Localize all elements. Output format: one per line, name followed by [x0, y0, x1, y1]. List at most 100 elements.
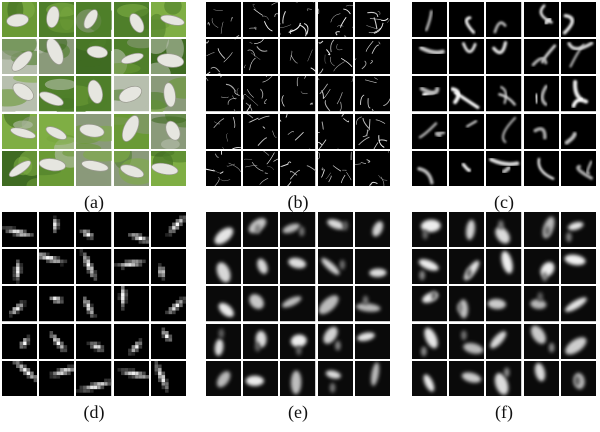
panel-f-tile-17	[449, 323, 485, 359]
panel-b-tile-image	[354, 113, 390, 149]
panel-c-tile-image	[449, 2, 485, 38]
panel-d-tile-image	[39, 212, 75, 248]
panel-f-label: (f)	[495, 402, 513, 422]
panel-f-tile-image	[486, 212, 522, 248]
panel-f-tile-23	[486, 360, 522, 396]
panel-e-tile-image	[243, 212, 279, 248]
panel-e-tile-image	[354, 249, 390, 285]
panel-b-tile-14	[317, 76, 353, 112]
panel-e-tile-12	[243, 286, 279, 322]
panel-e-tile-9	[317, 249, 353, 285]
panel-c-tile-image	[523, 150, 559, 186]
panel-d-tile-25	[150, 360, 186, 396]
panel-e-tile-image	[280, 249, 316, 285]
panel-d-tile-1	[2, 212, 38, 248]
panel-b-tile-20	[354, 113, 390, 149]
panel-e-tile-image	[243, 323, 279, 359]
panel-c-tile-19	[523, 113, 559, 149]
panel-e-tile-1	[206, 212, 242, 248]
panel-c-tile-10	[560, 39, 596, 75]
panel-a-tile-image	[39, 39, 75, 75]
panel-e-tile-image	[243, 286, 279, 322]
panel-f-tile-7	[449, 249, 485, 285]
panel-c-tile-image	[449, 39, 485, 75]
panel-a-tile-10	[150, 39, 186, 75]
panel-d-tile-image	[76, 249, 112, 285]
panel-a-tile-6	[2, 39, 38, 75]
panel-f-tile-25	[560, 360, 596, 396]
panel-c-tile-22	[449, 150, 485, 186]
panel-c-tile-image	[449, 150, 485, 186]
panel-c-tile-14	[523, 76, 559, 112]
panel-c-tile-17	[449, 113, 485, 149]
panel-d-tile-16	[2, 323, 38, 359]
panel-f-tile-image	[523, 360, 559, 396]
panel-f-tile-11	[412, 286, 448, 322]
panel-d-tile-4	[113, 212, 149, 248]
panel-b-tile-11	[206, 76, 242, 112]
panel-f-tile-18	[486, 323, 522, 359]
panel-b-tile-2	[243, 2, 279, 38]
panel-c-tile-image	[523, 76, 559, 112]
panel-c-tile-13	[486, 76, 522, 112]
panel-a-tile-18	[76, 113, 112, 149]
panel-f-tile-image	[523, 286, 559, 322]
panel-c-tile-2	[449, 2, 485, 38]
panel-c-grid	[412, 2, 596, 186]
panel-d-tile-image	[150, 249, 186, 285]
panel-b-tile-image	[280, 150, 316, 186]
panel-c-tile-21	[412, 150, 448, 186]
panel-e-tile-24	[317, 360, 353, 396]
panel-a-tile-image	[2, 39, 38, 75]
panel-c-tile-image	[412, 2, 448, 38]
panel-f-tile-20	[560, 323, 596, 359]
panel-a-label: (a)	[84, 192, 104, 212]
panel-b-tile-image	[206, 2, 242, 38]
panel-e-tile-3	[280, 212, 316, 248]
panel-f-tile-image	[449, 360, 485, 396]
panel-b-tile-image	[317, 113, 353, 149]
panel-c-tile-16	[412, 113, 448, 149]
panel-a-tile-image	[39, 76, 75, 112]
panel-a-tile-13	[76, 76, 112, 112]
panel-b-tile-image	[206, 76, 242, 112]
panel-c-tile-9	[523, 39, 559, 75]
panel-f-tile-2	[449, 212, 485, 248]
panel-e-tile-image	[280, 212, 316, 248]
panel-f-tile-image	[560, 286, 596, 322]
panel-d-tile-image	[39, 249, 75, 285]
panel-f-tile-image	[486, 286, 522, 322]
panel-f-tile-image	[412, 249, 448, 285]
panel-b-tile-16	[206, 113, 242, 149]
panel-b-tile-image	[206, 150, 242, 186]
panel-e-tile-23	[280, 360, 316, 396]
panel-a-tile-image	[150, 150, 186, 186]
panel-f-tile-1	[412, 212, 448, 248]
panel-f-tile-5	[560, 212, 596, 248]
panel-e-tile-image	[280, 286, 316, 322]
panel-a-tile-image	[2, 150, 38, 186]
panel-d-tile-image	[76, 212, 112, 248]
panel-b-tile-17	[243, 113, 279, 149]
panel-d-tile-18	[76, 323, 112, 359]
panel-c-tile-20	[560, 113, 596, 149]
panel-c-tile-image	[560, 76, 596, 112]
panel-d-tile-21	[2, 360, 38, 396]
panel-b-tile-7	[243, 39, 279, 75]
panel-f-tile-image	[449, 323, 485, 359]
panel-d-tile-image	[76, 323, 112, 359]
panel-d-tile-19	[113, 323, 149, 359]
panel-b-tile-image	[317, 76, 353, 112]
panel-c-tile-image	[486, 150, 522, 186]
panel-d-grid	[2, 212, 186, 396]
panel-b-tile-image	[280, 39, 316, 75]
panel-d-tile-image	[39, 286, 75, 322]
panel-b-tile-image	[317, 39, 353, 75]
panel-a-tile-19	[113, 113, 149, 149]
panel-b-tile-3	[280, 2, 316, 38]
panel-c-tile-1	[412, 2, 448, 38]
panel-a-tile-image	[2, 76, 38, 112]
panel-c-tile-5	[560, 2, 596, 38]
panel-a-tile-2	[39, 2, 75, 38]
panel-b-tile-image	[243, 2, 279, 38]
